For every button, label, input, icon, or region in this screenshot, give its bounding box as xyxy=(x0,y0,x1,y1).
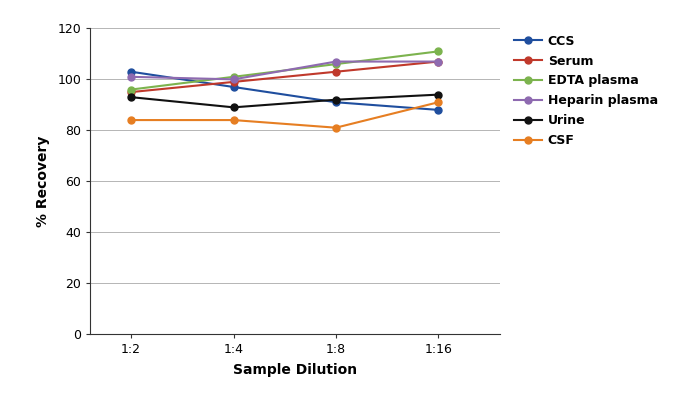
Y-axis label: % Recovery: % Recovery xyxy=(36,136,51,227)
Line: Heparin plasma: Heparin plasma xyxy=(128,58,442,83)
CCS xyxy=(332,100,340,105)
EDTA plasma xyxy=(434,49,443,54)
Line: Serum: Serum xyxy=(128,58,442,96)
CCS xyxy=(127,69,135,74)
CSF xyxy=(434,100,443,105)
EDTA plasma xyxy=(127,87,135,92)
Line: CSF: CSF xyxy=(128,99,442,131)
Urine xyxy=(230,105,238,110)
Urine xyxy=(127,95,135,100)
X-axis label: Sample Dilution: Sample Dilution xyxy=(233,363,357,377)
Heparin plasma xyxy=(434,59,443,64)
CCS xyxy=(230,85,238,90)
Heparin plasma xyxy=(332,59,340,64)
Line: Urine: Urine xyxy=(128,91,442,111)
Serum xyxy=(230,79,238,84)
Urine xyxy=(434,92,443,97)
Serum xyxy=(127,90,135,94)
Serum xyxy=(434,59,443,64)
Line: EDTA plasma: EDTA plasma xyxy=(128,48,442,93)
Line: CCS: CCS xyxy=(128,68,442,114)
EDTA plasma xyxy=(332,61,340,66)
EDTA plasma xyxy=(230,74,238,79)
CSF xyxy=(230,118,238,123)
Serum xyxy=(332,69,340,74)
Heparin plasma xyxy=(127,74,135,79)
CCS xyxy=(434,107,443,112)
CSF xyxy=(127,118,135,123)
CSF xyxy=(332,125,340,130)
Heparin plasma xyxy=(230,77,238,82)
Legend: CCS, Serum, EDTA plasma, Heparin plasma, Urine, CSF: CCS, Serum, EDTA plasma, Heparin plasma,… xyxy=(514,35,658,147)
Urine xyxy=(332,97,340,102)
